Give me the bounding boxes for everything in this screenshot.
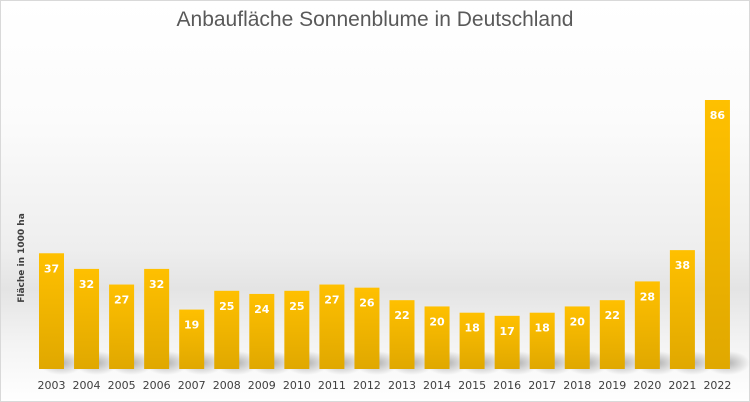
data-label-2014: 20 xyxy=(429,315,445,328)
x-tick-label: 2019 xyxy=(598,379,626,392)
data-label-2020: 28 xyxy=(640,290,655,303)
bar-2004 xyxy=(74,268,100,369)
bar-2003 xyxy=(39,253,64,369)
x-tick-label: 2018 xyxy=(563,379,591,392)
data-label-2018: 20 xyxy=(570,315,586,328)
bar-2016 xyxy=(494,315,520,369)
x-tick-label: 2013 xyxy=(388,379,416,392)
x-tick-label: 2006 xyxy=(143,379,171,392)
bar-2012 xyxy=(354,287,380,369)
bar-2009 xyxy=(249,293,275,369)
bar-2014 xyxy=(424,306,450,369)
bar-2013 xyxy=(389,300,415,369)
data-label-2013: 22 xyxy=(394,309,409,322)
data-label-2017: 18 xyxy=(535,322,550,335)
bar-2007 xyxy=(179,309,205,369)
x-tick-label: 2007 xyxy=(178,379,206,392)
x-tick-label: 2020 xyxy=(633,379,661,392)
x-tick-label: 2015 xyxy=(458,379,486,392)
data-label-2006: 32 xyxy=(149,278,164,291)
bar-2015 xyxy=(459,312,485,369)
data-label-2005: 27 xyxy=(114,294,129,307)
x-tick-label: 2004 xyxy=(73,379,101,392)
x-tick-label: 2016 xyxy=(493,379,521,392)
x-tick-label: 2012 xyxy=(353,379,381,392)
bar-2011 xyxy=(319,284,345,369)
data-label-2011: 27 xyxy=(324,294,339,307)
bar-2020 xyxy=(634,281,660,369)
bar-2008 xyxy=(214,290,240,369)
data-label-2022: 86 xyxy=(710,109,726,122)
bar-2021 xyxy=(669,250,695,369)
data-label-2021: 38 xyxy=(675,259,690,272)
x-tick-label: 2003 xyxy=(38,379,66,392)
data-label-2003: 37 xyxy=(44,262,59,275)
bar-2006 xyxy=(144,268,170,369)
data-label-2016: 17 xyxy=(499,325,514,338)
x-tick-label: 2009 xyxy=(248,379,276,392)
x-tick-label: 2005 xyxy=(108,379,136,392)
data-label-2012: 26 xyxy=(359,297,375,310)
x-tick-label: 2017 xyxy=(528,379,556,392)
x-tick-label: 2010 xyxy=(283,379,311,392)
bar-2022 xyxy=(704,100,730,369)
data-label-2007: 19 xyxy=(184,319,199,332)
bar-2018 xyxy=(564,306,590,369)
data-label-2010: 25 xyxy=(289,300,304,313)
chart-title: Anbaufläche Sonnenblume in Deutschland xyxy=(176,8,574,31)
bar-2010 xyxy=(284,290,310,369)
bar-2019 xyxy=(599,300,625,369)
x-tick-label: 2014 xyxy=(423,379,451,392)
data-label-2019: 22 xyxy=(605,309,620,322)
bar-2017 xyxy=(529,312,555,369)
x-tick-label: 2008 xyxy=(213,379,241,392)
bar-2005 xyxy=(109,284,135,369)
x-tick-label: 2022 xyxy=(703,379,731,392)
x-tick-label: 2011 xyxy=(318,379,346,392)
x-tick-label: 2021 xyxy=(668,379,696,392)
data-label-2008: 25 xyxy=(219,300,234,313)
data-label-2009: 24 xyxy=(254,303,270,316)
data-label-2015: 18 xyxy=(464,322,479,335)
data-label-2004: 32 xyxy=(79,278,94,291)
